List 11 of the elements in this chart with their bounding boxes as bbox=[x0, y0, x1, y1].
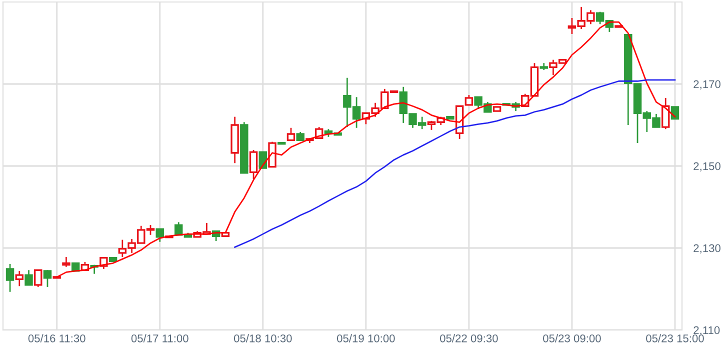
x-tick-label: 05/22 09:30 bbox=[440, 334, 498, 342]
x-tick-label: 05/19 10:00 bbox=[337, 334, 395, 342]
y-tick-label: 2,110 bbox=[694, 326, 720, 336]
x-tick-label: 05/18 10:30 bbox=[234, 334, 292, 342]
x-tick-label: 05/16 11:30 bbox=[28, 334, 86, 342]
x-tick-label: 05/17 11:00 bbox=[131, 334, 188, 342]
x-tick-label: 05/23 09:00 bbox=[543, 334, 601, 342]
y-tick-label: 2,150 bbox=[694, 162, 720, 172]
x-tick-label: 05/23 15:00 bbox=[646, 334, 704, 342]
y-tick-label: 2,170 bbox=[694, 80, 720, 90]
y-tick-label: 2,130 bbox=[694, 244, 720, 254]
